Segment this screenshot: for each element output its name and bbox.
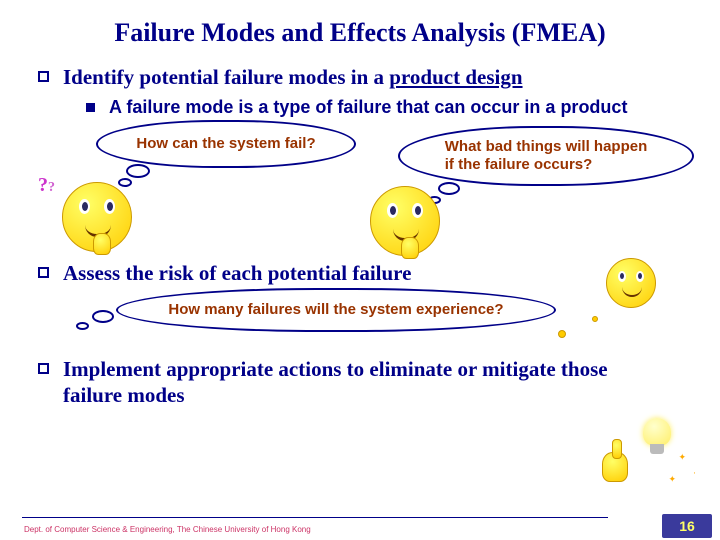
thought-2-text: What bad things will happen if the failu… — [445, 138, 648, 174]
smiley-icon-2 — [370, 186, 440, 256]
spark-icon: · — [693, 468, 696, 478]
thought-area-1: How can the system fail? What bad things… — [0, 120, 720, 260]
thought-2-line2: if the failure occurs? — [445, 156, 593, 173]
thought-bubble-2: What bad things will happen if the failu… — [398, 126, 694, 186]
thought-2-line1: What bad things will happen — [445, 138, 648, 155]
sub-bullet-1-text: A failure mode is a type of failure that… — [109, 96, 627, 119]
thought-1-trail-2 — [118, 178, 132, 187]
bullet-1-pre: Identify potential failure modes in a — [63, 65, 389, 89]
lightbulb-icon — [640, 418, 674, 462]
thought-2-trail-1 — [438, 182, 460, 195]
thought-1-text: How can the system fail? — [136, 135, 315, 153]
bullet-1-underlined: product design — [389, 65, 522, 89]
footer-dept-text: Dept. of Computer Science & Engineering,… — [0, 525, 311, 534]
question-marks-icon: ?? — [38, 174, 55, 197]
thought-3-trail-1 — [92, 310, 114, 323]
bullet-3-text: Implement appropriate actions to elimina… — [63, 356, 663, 409]
bullet-3: Implement appropriate actions to elimina… — [0, 356, 720, 409]
bullet-1: Identify potential failure modes in a pr… — [0, 64, 720, 90]
sub-bullet-1: A failure mode is a type of failure that… — [0, 96, 720, 119]
sub-bullet-icon — [86, 103, 95, 112]
spark-icon: ✦ — [678, 452, 686, 463]
smiley-icon-1 — [62, 182, 132, 252]
page-number-badge: 16 — [662, 514, 712, 538]
bullet-icon — [38, 71, 49, 82]
smiley-icon-3 — [606, 258, 656, 308]
spark-icon: ✦ — [668, 474, 676, 485]
thought-area-2: How many failures will the system experi… — [0, 286, 720, 356]
bullet-icon — [38, 363, 49, 374]
bullet-icon — [38, 267, 49, 278]
footer: Dept. of Computer Science & Engineering,… — [0, 518, 720, 540]
thought-3-text: How many failures will the system experi… — [168, 301, 503, 319]
thought-bubble-3: How many failures will the system experi… — [116, 288, 556, 332]
thought-1-trail-1 — [126, 164, 150, 178]
thought-3-trail-2 — [76, 322, 89, 330]
bullet-1-text: Identify potential failure modes in a pr… — [63, 64, 523, 90]
thought-bubble-1: How can the system fail? — [96, 120, 356, 168]
slide-title: Failure Modes and Effects Analysis (FMEA… — [0, 0, 720, 58]
bullet-2-text: Assess the risk of each potential failur… — [63, 260, 411, 286]
pointing-hand-icon — [602, 452, 628, 482]
